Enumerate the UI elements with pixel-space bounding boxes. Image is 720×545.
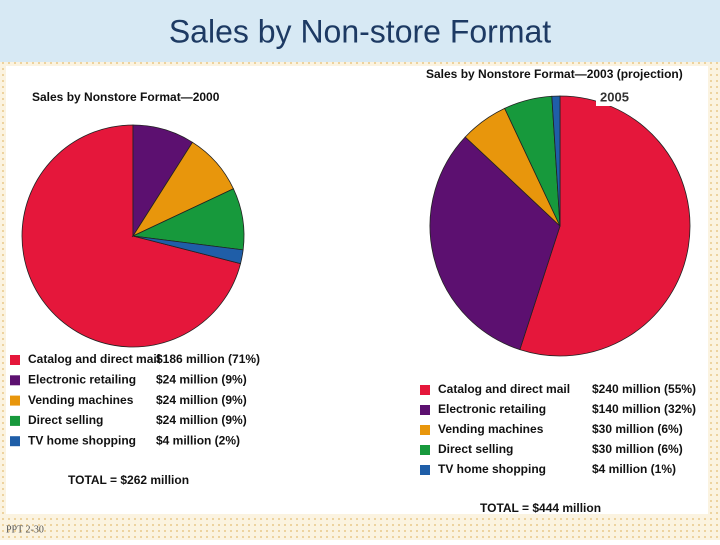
- pie-slice: [21, 124, 242, 348]
- legend-swatch: [420, 465, 430, 475]
- total-label: TOTAL = $262 million: [68, 473, 189, 487]
- legend-label: TV home shopping: [438, 462, 546, 476]
- pie-slice: [429, 136, 561, 351]
- legend-label: Direct selling: [438, 442, 513, 456]
- value-label: $24 million (9%): [156, 393, 247, 407]
- legend-swatch: [10, 436, 20, 447]
- slide-title: Sales by Non-store Format: [169, 13, 551, 49]
- value-label: $24 million (9%): [156, 372, 247, 386]
- legend-swatch: [420, 425, 430, 435]
- footer: PPT 2-30: [6, 524, 44, 535]
- value-label: $240 million (55%): [592, 382, 696, 396]
- legend-label: Catalog and direct mail: [438, 382, 570, 396]
- legend-swatch: [10, 395, 20, 406]
- legend-swatch: [10, 355, 20, 365]
- value-label: $4 million (1%): [592, 462, 676, 476]
- pie-slice: [551, 95, 561, 227]
- legend-swatch: [420, 445, 430, 455]
- value-label: $140 million (32%): [592, 402, 696, 416]
- value-label: $30 million (6%): [592, 442, 683, 456]
- legend-label: Vending machines: [438, 422, 544, 436]
- legend-swatch: [10, 415, 20, 426]
- legend-label: Catalog and direct mail: [28, 352, 160, 366]
- pie-slice: [519, 95, 691, 357]
- legend-label: TV home shopping: [28, 433, 136, 447]
- legend-label: Direct selling: [28, 413, 103, 427]
- value-label: $4 million (2%): [156, 433, 240, 447]
- annotation-bg: [596, 90, 636, 106]
- legend-swatch: [10, 375, 20, 386]
- chart-title: Sales by Nonstore Format—2003 (projectio…: [426, 67, 683, 81]
- value-label: $186 million (71%): [156, 352, 260, 366]
- pie-slice: [132, 235, 244, 265]
- legend-swatch: [420, 405, 430, 415]
- value-label: $30 million (6%): [592, 422, 683, 436]
- chart-title: Sales by Nonstore Format—2000: [32, 90, 220, 104]
- legend-label: Electronic retailing: [28, 372, 136, 386]
- legend-label: Vending machines: [28, 393, 134, 407]
- legend-label: Electronic retailing: [438, 402, 546, 416]
- annotation: 2005: [600, 89, 629, 104]
- title-band: [0, 0, 720, 62]
- value-label: $24 million (9%): [156, 413, 247, 427]
- legend-swatch: [420, 385, 430, 395]
- total-label: TOTAL = $444 million: [480, 501, 601, 515]
